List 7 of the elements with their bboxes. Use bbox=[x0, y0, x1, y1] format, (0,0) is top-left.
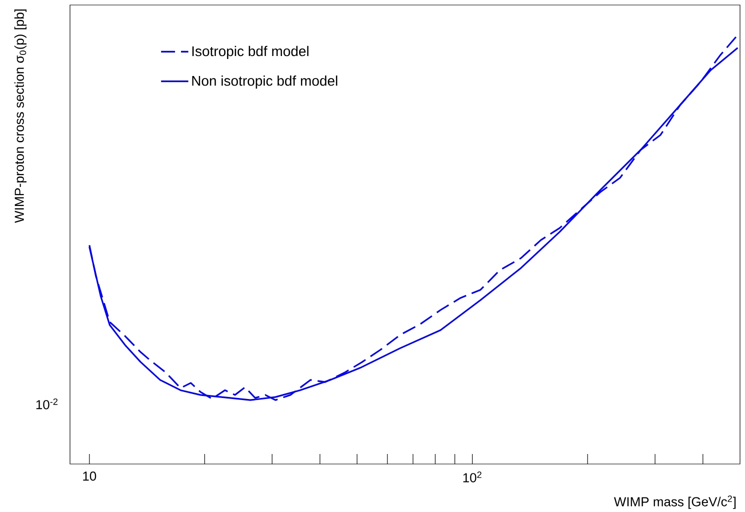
text: 10$^{-2}$ bbox=[36, 398, 58, 410]
x-tick-label: 10$^{2}$ bbox=[463, 472, 482, 482]
y-axis-title: WIMP-proton cross section σ$_{0}$(p) [pb] bbox=[14, 9, 26, 223]
legend-label: Isotropic bdf model bbox=[192, 46, 308, 59]
x-tick-label: 10 bbox=[83, 472, 96, 481]
x-axis-title: WIMP mass [GeV/c$^{2}$] bbox=[614, 496, 736, 509]
legend-label: Non isotropic bdf model bbox=[192, 76, 338, 89]
